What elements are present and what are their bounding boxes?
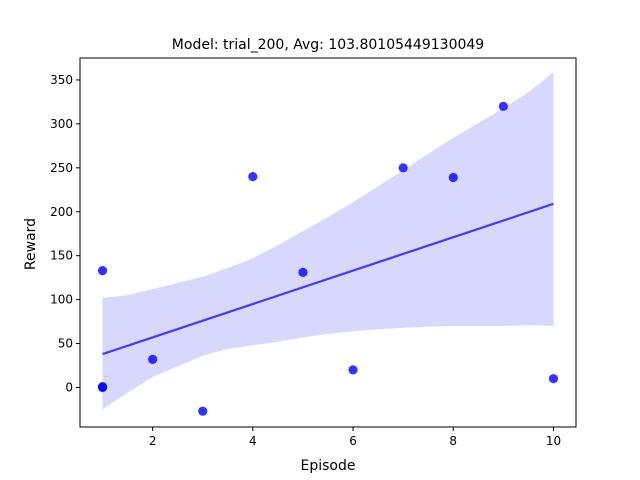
y-tick-label: 50 <box>58 337 73 351</box>
x-tick-label: 4 <box>249 434 257 448</box>
x-tick-label: 10 <box>546 434 561 448</box>
data-point <box>448 172 458 183</box>
data-point <box>498 101 508 111</box>
data-point <box>248 172 258 182</box>
x-axis-title: Episode <box>301 458 356 474</box>
x-tick-label: 2 <box>149 434 157 448</box>
plot-area <box>97 72 559 416</box>
chart-title: Model: trial_200, Avg: 103.8010544913004… <box>172 37 484 53</box>
x-tick-label: 8 <box>449 434 457 448</box>
data-point <box>398 163 408 173</box>
y-axis-title: Reward <box>23 218 39 270</box>
data-point <box>97 382 108 393</box>
data-point <box>298 267 308 277</box>
x-tick-label: 6 <box>349 434 357 448</box>
axes-frame <box>79 57 577 428</box>
confidence-band <box>102 72 554 410</box>
data-point <box>548 374 559 384</box>
y-tick-label: 300 <box>50 117 73 131</box>
y-tick-label: 200 <box>50 205 73 219</box>
data-point <box>348 365 358 375</box>
data-point <box>97 266 108 276</box>
y-tick-label: 350 <box>50 73 73 87</box>
data-point <box>148 354 158 364</box>
y-tick-label: 250 <box>50 161 73 175</box>
y-tick-label: 0 <box>65 380 73 394</box>
y-tick-label: 150 <box>50 249 73 263</box>
data-point <box>198 406 208 416</box>
y-tick-label: 100 <box>50 293 73 307</box>
regression-line <box>102 202 554 356</box>
